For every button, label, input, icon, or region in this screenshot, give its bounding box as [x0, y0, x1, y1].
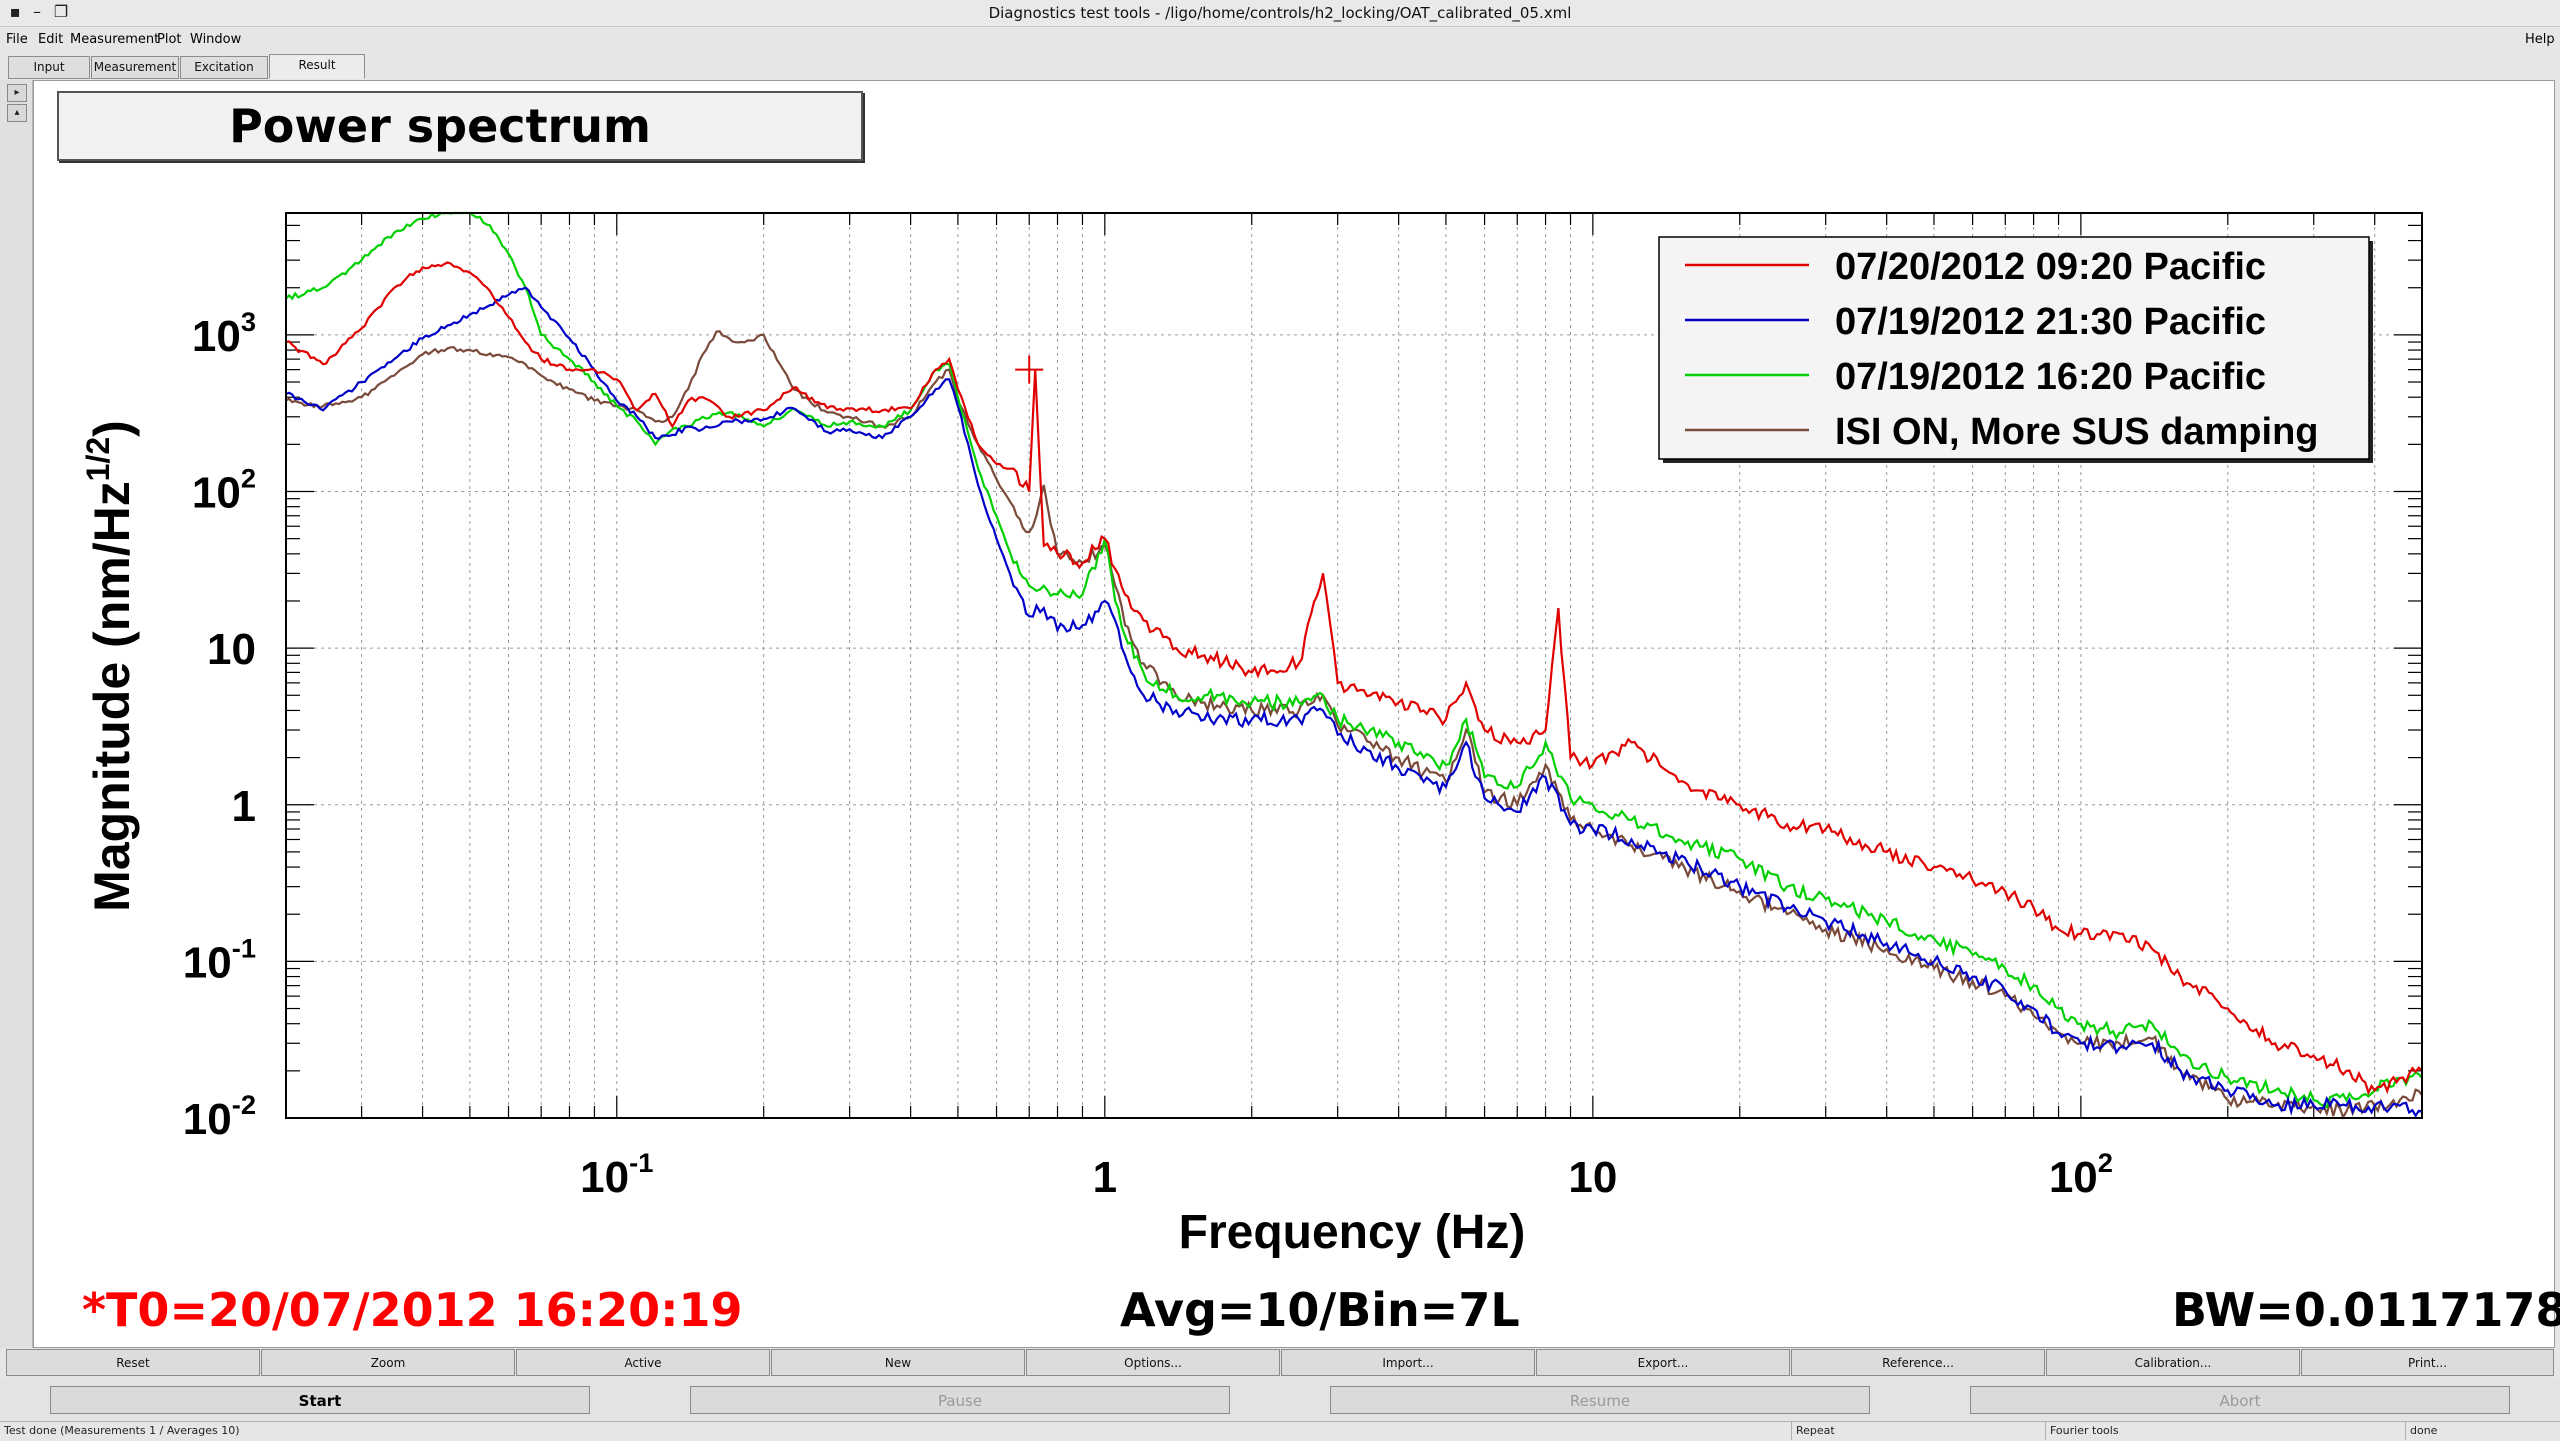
y-tick-label: 10-1 [183, 933, 256, 988]
active-button[interactable]: Active [516, 1349, 770, 1376]
y-tick-label: 10 [207, 625, 256, 674]
test-control-row: Start Pause Resume Abort [0, 1380, 2560, 1420]
status-tool: Fourier tools [2046, 1422, 2406, 1440]
x-tick-label: 10-1 [580, 1147, 653, 1202]
pad-scroll-strip: ▸ ▴ [0, 80, 33, 1348]
x-axis-title: Frequency (Hz) [1179, 1206, 1526, 1259]
legend-label-4: ISI ON, More SUS damping [1835, 411, 2319, 453]
window-title: Diagnostics test tools - /ligo/home/cont… [988, 4, 1572, 22]
avg-label: Avg=10/Bin=7L [1120, 1283, 1520, 1337]
reset-button[interactable]: Reset [6, 1349, 260, 1376]
x-tick-label: 10 [1568, 1153, 1617, 1202]
minimize-icon[interactable]: – [33, 2, 41, 21]
y-axis-title: Magnitude (nm/Hz1/2) [80, 420, 140, 912]
resume-button[interactable]: Resume [1330, 1386, 1870, 1414]
status-state: done [2410, 1424, 2438, 1437]
export-button[interactable]: Export... [1536, 1349, 1790, 1376]
plot-title: Power spectrum [229, 99, 651, 153]
tab-input[interactable]: Input [8, 56, 90, 79]
legend-label-1: 07/20/2012 09:20 Pacific [1835, 246, 2266, 288]
menu-bar: File Edit Measurement Plot Window Help [0, 27, 2560, 53]
menu-help[interactable]: Help [2525, 32, 2555, 47]
maximize-icon[interactable]: ❐ [53, 2, 69, 21]
menu-edit[interactable]: Edit [38, 32, 64, 47]
y-tick-label: 102 [192, 463, 256, 518]
scroll-up-icon[interactable]: ▴ [7, 104, 27, 122]
x-tick-label: 102 [2049, 1147, 2113, 1202]
plot-canvas[interactable]: 10-1 1 10 102 103 102 10 1 10-1 10-2 Frequency (Hz… [33, 80, 2555, 1348]
legend-label-3: 07/19/2012 16:20 Pacific [1835, 356, 2266, 398]
menu-window[interactable]: Window [190, 32, 242, 47]
print-button[interactable]: Print... [2301, 1349, 2554, 1376]
pause-button[interactable]: Pause [690, 1386, 1230, 1414]
legend-label-2: 07/19/2012 21:30 Pacific [1835, 301, 2266, 343]
status-repeat: Repeat [1792, 1422, 2046, 1440]
scroll-right-icon[interactable]: ▸ [7, 84, 27, 102]
menu-plot[interactable]: Plot [157, 32, 182, 47]
y-tick-label: 10-2 [183, 1089, 256, 1144]
new-button[interactable]: New [771, 1349, 1025, 1376]
abort-button[interactable]: Abort [1970, 1386, 2510, 1414]
x-tick-label: 1 [1093, 1153, 1117, 1202]
y-tick-label: 103 [192, 306, 256, 361]
plot-frame [285, 212, 2423, 1119]
plot-button-row: Reset Zoom Active New Options... Import.… [6, 1349, 2554, 1378]
bw-label: BW=0.0117178 [2172, 1283, 2560, 1337]
tab-excitation[interactable]: Excitation [180, 56, 268, 79]
window-title-bar: ▪ – ❐ Diagnostics test tools - /ligo/hom… [0, 0, 2560, 27]
tab-bar: Input Measurement Excitation Result [0, 54, 2560, 80]
series-line-2 [285, 286, 2423, 1118]
import-button[interactable]: Import... [1281, 1349, 1535, 1376]
plot-title-wrap: Power spectrum [59, 93, 861, 159]
zoom-button[interactable]: Zoom [261, 1349, 515, 1376]
window-menu-icon[interactable]: ▪ [9, 2, 21, 21]
options-button[interactable]: Options... [1026, 1349, 1280, 1376]
menu-file[interactable]: File [6, 32, 28, 47]
start-button[interactable]: Start [50, 1386, 590, 1414]
series-line-3 [285, 211, 2423, 1109]
tab-measurement[interactable]: Measurement [91, 56, 179, 79]
status-bar: Test done (Measurements 1 / Averages 10)… [0, 1421, 2560, 1441]
tab-result[interactable]: Result [269, 54, 365, 79]
legend-box [1658, 236, 2370, 460]
series-line-1 [285, 261, 2423, 1096]
y-tick-label: 1 [232, 782, 256, 831]
reference-button[interactable]: Reference... [1791, 1349, 2045, 1376]
status-main: Test done (Measurements 1 / Averages 10) [0, 1422, 1792, 1440]
calibration-button[interactable]: Calibration... [2046, 1349, 2300, 1376]
t0-label: *T0=20/07/2012 16:20:19 [82, 1283, 743, 1337]
series-line-4 [285, 330, 2423, 1120]
plot-title-box: Power spectrum [57, 91, 863, 161]
menu-measurement[interactable]: Measurement [70, 32, 160, 47]
